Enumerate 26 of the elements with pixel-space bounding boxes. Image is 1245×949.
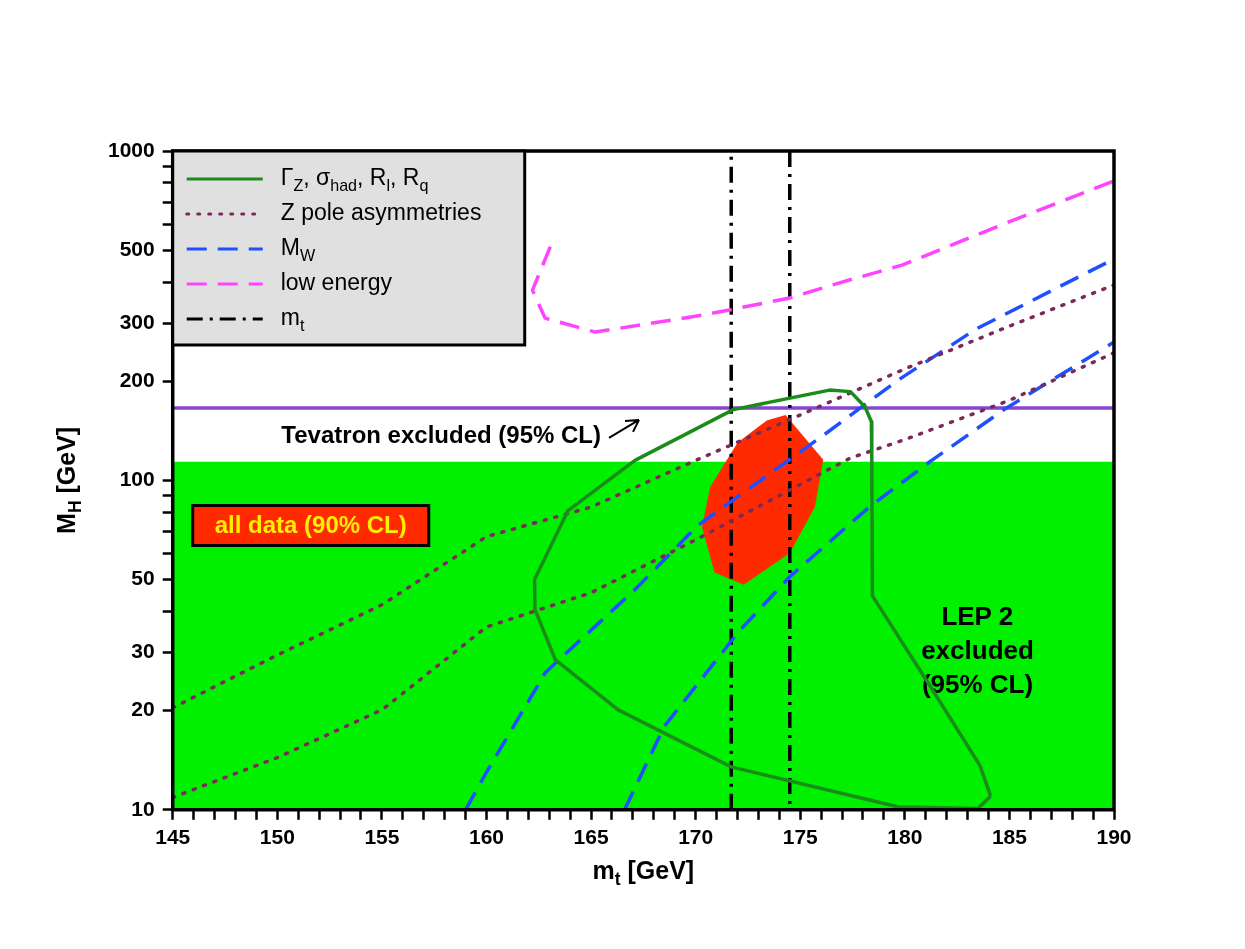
y-tick-label: 10 [131, 796, 155, 820]
legend-label: low energy [280, 269, 393, 296]
x-tick-label: 185 [991, 825, 1028, 849]
y-tick-label: 50 [131, 566, 155, 590]
y-tick-label: 20 [131, 697, 155, 721]
x-tick-label: 145 [155, 825, 191, 849]
y-tick-label: 200 [119, 368, 155, 392]
y-tick-label: 300 [119, 310, 155, 334]
y-tick-label: 30 [131, 639, 155, 663]
x-tick-label: 155 [364, 825, 400, 849]
y-tick-label: 1000 [108, 137, 155, 161]
x-tick-label: 170 [678, 825, 714, 849]
x-tick-label: 165 [573, 825, 609, 849]
y-tick-label: 500 [119, 236, 155, 260]
y-axis-title: MH [GeV] [51, 426, 86, 534]
legend-label: Z pole asymmetries [280, 199, 482, 226]
band-label: LEP 2 excluded (95% CL) [921, 600, 1034, 699]
x-tick-label: 190 [1096, 825, 1132, 849]
ref-line-label: Tevatron excluded (95% CL) [281, 420, 602, 448]
x-tick-label: 180 [887, 825, 923, 849]
x-tick-label: 160 [468, 825, 504, 849]
text: all data (90% CL) [214, 511, 407, 539]
line-series [530, 179, 1114, 334]
y-tick-label: 100 [119, 467, 155, 491]
x-tick-label: 175 [782, 825, 819, 849]
x-tick-label: 150 [259, 825, 295, 849]
